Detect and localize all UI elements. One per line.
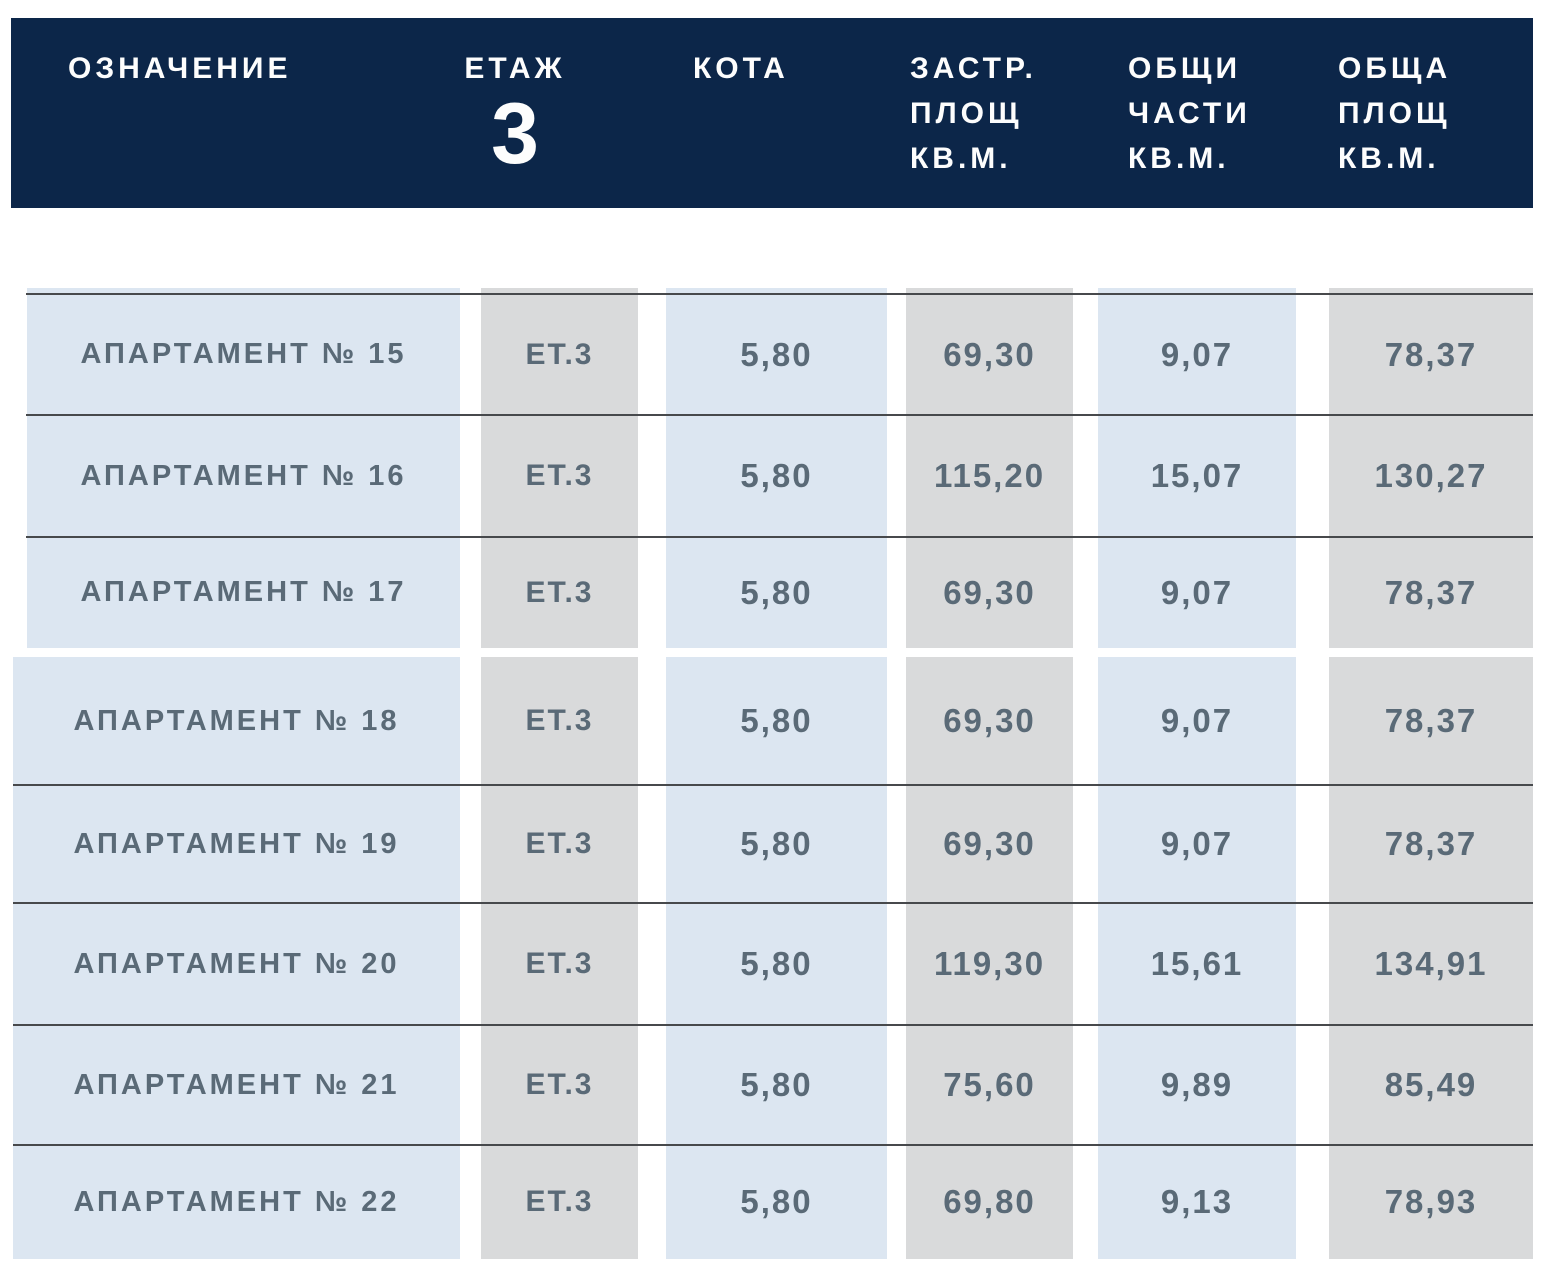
cell-common-parts: 9,07 — [1098, 537, 1296, 648]
table-row: АПАРТАМЕНТ № 20 ЕТ.3 5,80 119,30 15,61 1… — [0, 902, 1556, 1025]
cell-common-parts: 15,07 — [1098, 415, 1296, 537]
cell-floor: ЕТ.3 — [481, 903, 638, 1025]
strip-cell — [1329, 288, 1533, 294]
table-row: АПАРТАМЕНТ № 19 ЕТ.3 5,80 69,30 9,07 78,… — [0, 784, 1556, 903]
cell-built-area: 115,20 — [906, 415, 1073, 537]
header-common-parts: ОБЩИ ЧАСТИ КВ.М. — [1128, 46, 1251, 181]
cell-common-parts: 9,89 — [1098, 1025, 1296, 1145]
table-header-band: ОЗНАЧЕНИЕ ЕТАЖ 3 КОТА ЗАСТР. ПЛОЩ КВ.М. … — [11, 18, 1533, 208]
cell-level: 5,80 — [666, 1145, 887, 1259]
cell-built-area: 119,30 — [906, 903, 1073, 1025]
strip-cell — [1098, 288, 1296, 294]
cell-total-area: 78,37 — [1329, 537, 1533, 648]
table-row: АПАРТАМЕНТ № 15 ЕТ.3 5,80 69,30 9,07 78,… — [0, 293, 1556, 415]
row-divider — [13, 902, 1533, 904]
cell-built-area: 69,30 — [906, 785, 1073, 903]
cell-floor: ЕТ.3 — [481, 537, 638, 648]
cell-built-area: 69,30 — [906, 657, 1073, 785]
cell-common-parts: 9,07 — [1098, 294, 1296, 415]
cell-designation: АПАРТАМЕНТ № 22 — [13, 1145, 460, 1259]
cell-common-parts: 9,13 — [1098, 1145, 1296, 1259]
apartments-table: АПАРТАМЕНТ № 15 ЕТ.3 5,80 69,30 9,07 78,… — [0, 288, 1556, 1259]
header-floor-number: 3 — [491, 86, 539, 182]
cell-total-area: 78,93 — [1329, 1145, 1533, 1259]
cell-total-area: 78,37 — [1329, 294, 1533, 415]
row-divider — [13, 784, 1533, 786]
cell-level: 5,80 — [666, 1025, 887, 1145]
row-divider — [26, 293, 1533, 295]
header-built-line1: ЗАСТР. — [910, 52, 1037, 85]
cell-total-area: 78,37 — [1329, 785, 1533, 903]
strip-cell — [906, 288, 1073, 294]
group-gap — [0, 648, 1556, 657]
cell-total-area: 134,91 — [1329, 903, 1533, 1025]
cell-designation: АПАРТАМЕНТ № 17 — [27, 537, 460, 648]
strip-cell — [27, 288, 460, 294]
cell-floor: ЕТ.3 — [481, 294, 638, 415]
row-divider — [13, 1144, 1533, 1146]
cell-built-area: 69,80 — [906, 1145, 1073, 1259]
cell-common-parts: 9,07 — [1098, 657, 1296, 785]
cell-common-parts: 9,07 — [1098, 785, 1296, 903]
table-row: АПАРТАМЕНТ № 17 ЕТ.3 5,80 69,30 9,07 78,… — [0, 536, 1556, 648]
cell-floor: ЕТ.3 — [481, 1025, 638, 1145]
table-row: АПАРТАМЕНТ № 22 ЕТ.3 5,80 69,80 9,13 78,… — [0, 1144, 1556, 1259]
cell-floor: ЕТ.3 — [481, 1145, 638, 1259]
header-built-area: ЗАСТР. ПЛОЩ КВ.М. — [910, 46, 1037, 181]
cell-designation: АПАРТАМЕНТ № 20 — [13, 903, 460, 1025]
cell-floor: ЕТ.3 — [481, 785, 638, 903]
header-total-area: ОБЩА ПЛОЩ КВ.М. — [1338, 46, 1451, 181]
cell-built-area: 69,30 — [906, 294, 1073, 415]
cell-designation: АПАРТАМЕНТ № 16 — [27, 415, 460, 537]
cell-designation: АПАРТАМЕНТ № 18 — [13, 657, 460, 785]
header-level: КОТА — [693, 52, 789, 85]
strip-cell — [481, 288, 638, 294]
cell-total-area: 78,37 — [1329, 657, 1533, 785]
header-designation: ОЗНАЧЕНИЕ — [68, 52, 292, 85]
header-total-line1: ОБЩА — [1338, 52, 1452, 85]
cell-designation: АПАРТАМЕНТ № 21 — [13, 1025, 460, 1145]
row-divider — [13, 1024, 1533, 1026]
table-row: АПАРТАМЕНТ № 21 ЕТ.3 5,80 75,60 9,89 85,… — [0, 1024, 1556, 1145]
cell-built-area: 75,60 — [906, 1025, 1073, 1145]
cell-level: 5,80 — [666, 903, 887, 1025]
cell-level: 5,80 — [666, 785, 887, 903]
header-built-line3: КВ.М. — [910, 142, 1012, 175]
cell-common-parts: 15,61 — [1098, 903, 1296, 1025]
header-total-line3: КВ.М. — [1338, 142, 1440, 175]
table-row: АПАРТАМЕНТ № 18 ЕТ.3 5,80 69,30 9,07 78,… — [0, 657, 1556, 785]
cell-level: 5,80 — [666, 657, 887, 785]
header-common-line2: ЧАСТИ — [1128, 97, 1251, 130]
cell-total-area: 85,49 — [1329, 1025, 1533, 1145]
cell-total-area: 130,27 — [1329, 415, 1533, 537]
table-top-strip — [0, 288, 1556, 294]
cell-floor: ЕТ.3 — [481, 415, 638, 537]
strip-cell — [666, 288, 887, 294]
cell-built-area: 69,30 — [906, 537, 1073, 648]
cell-level: 5,80 — [666, 294, 887, 415]
table-row: АПАРТАМЕНТ № 16 ЕТ.3 5,80 115,20 15,07 1… — [0, 414, 1556, 537]
header-common-line1: ОБЩИ — [1128, 52, 1242, 85]
header-floor: ЕТАЖ — [464, 52, 566, 85]
header-common-line3: КВ.М. — [1128, 142, 1230, 175]
cell-designation: АПАРТАМЕНТ № 19 — [13, 785, 460, 903]
row-divider — [26, 414, 1533, 416]
header-built-line2: ПЛОЩ — [910, 97, 1023, 130]
cell-floor: ЕТ.3 — [481, 657, 638, 785]
cell-designation: АПАРТАМЕНТ № 15 — [27, 294, 460, 415]
header-total-line2: ПЛОЩ — [1338, 97, 1451, 130]
cell-level: 5,80 — [666, 415, 887, 537]
row-divider — [26, 536, 1533, 538]
cell-level: 5,80 — [666, 537, 887, 648]
